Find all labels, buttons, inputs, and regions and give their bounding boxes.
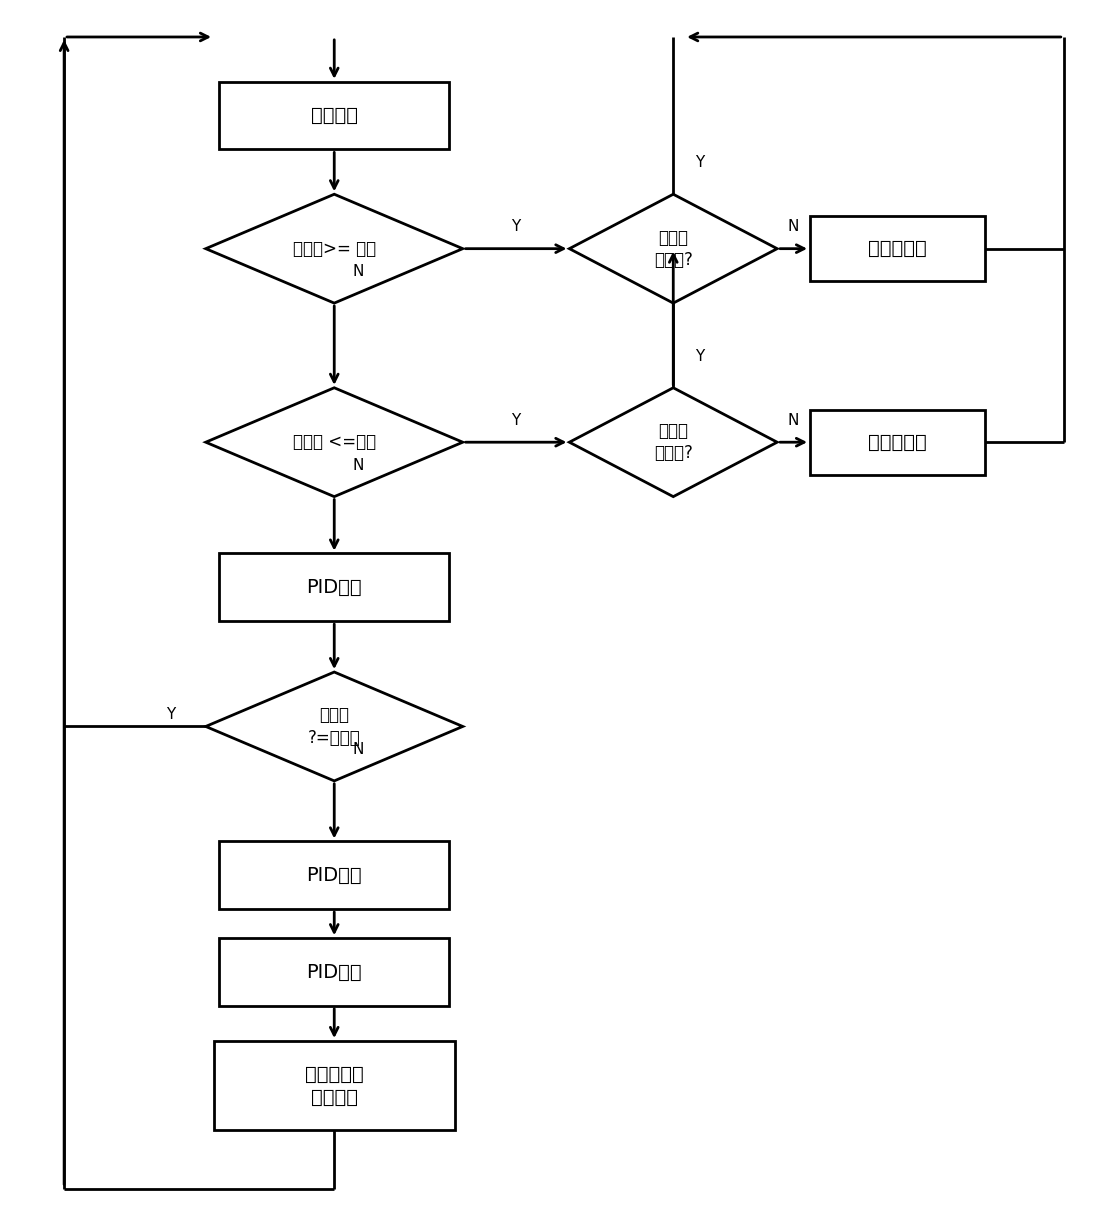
Text: 切断阀
已关闭?: 切断阀 已关闭? xyxy=(654,229,693,269)
Text: N: N xyxy=(353,458,364,472)
Text: 压力检测: 压力检测 xyxy=(311,107,358,125)
Bar xyxy=(810,409,984,475)
Bar xyxy=(810,216,984,281)
Text: Y: Y xyxy=(511,219,521,235)
Text: 测量值>= 上限: 测量值>= 上限 xyxy=(292,240,376,258)
Text: Y: Y xyxy=(166,707,175,722)
Text: N: N xyxy=(788,219,799,235)
Text: 打开切断阀: 打开切断阀 xyxy=(868,432,926,452)
Text: 总管调节阀
阀位调节: 总管调节阀 阀位调节 xyxy=(304,1064,364,1107)
Text: PID输出: PID输出 xyxy=(307,963,362,981)
Text: PID调节: PID调节 xyxy=(307,578,362,597)
Bar xyxy=(214,1041,454,1131)
Bar xyxy=(219,553,449,621)
Polygon shape xyxy=(206,194,463,303)
Text: Y: Y xyxy=(695,349,704,363)
Text: Y: Y xyxy=(695,155,704,171)
Text: 测量值
?=目标值: 测量值 ?=目标值 xyxy=(308,706,360,746)
Polygon shape xyxy=(569,194,777,303)
Text: 关闭切断阀: 关闭切断阀 xyxy=(868,239,926,258)
Text: N: N xyxy=(788,413,799,427)
Text: 测量值 <=下限: 测量值 <=下限 xyxy=(292,434,376,452)
Bar xyxy=(219,81,449,149)
Polygon shape xyxy=(569,388,777,497)
Text: N: N xyxy=(353,742,364,757)
Bar xyxy=(219,939,449,1006)
Text: PID计算: PID计算 xyxy=(307,866,362,885)
Polygon shape xyxy=(206,388,463,497)
Text: 切断阀
已打开?: 切断阀 已打开? xyxy=(654,423,693,463)
Text: Y: Y xyxy=(511,413,521,427)
Polygon shape xyxy=(206,672,463,781)
Text: N: N xyxy=(353,264,364,280)
Bar xyxy=(219,842,449,909)
